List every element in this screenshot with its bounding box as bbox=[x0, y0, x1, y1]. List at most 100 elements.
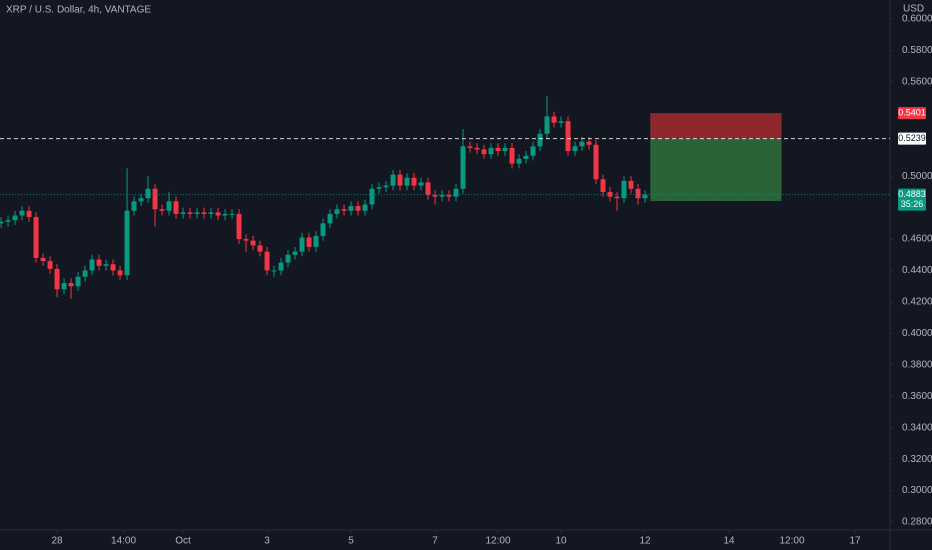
candle-body bbox=[173, 201, 179, 214]
price-label: 0.5239 bbox=[898, 133, 926, 143]
candle-body bbox=[432, 195, 438, 197]
candle-body bbox=[544, 116, 550, 134]
candle-body bbox=[5, 220, 11, 222]
x-tick-label: Oct bbox=[175, 536, 191, 547]
candle-body bbox=[397, 174, 403, 186]
candle-body bbox=[299, 237, 305, 252]
x-tick-label: 12:00 bbox=[779, 536, 804, 547]
candle-body bbox=[376, 187, 382, 189]
candle-body bbox=[110, 264, 116, 271]
candle-body bbox=[327, 213, 333, 224]
candle-body bbox=[348, 206, 354, 211]
candle-body bbox=[75, 276, 81, 287]
candle-body bbox=[131, 201, 137, 211]
candle-body bbox=[586, 141, 592, 145]
y-tick-label: 0.5000 bbox=[902, 171, 932, 182]
y-tick-label: 0.4600 bbox=[902, 234, 932, 245]
candle-body bbox=[61, 283, 67, 290]
candle-body bbox=[82, 270, 88, 277]
candle-body bbox=[250, 240, 256, 246]
countdown-label: 35:26 bbox=[901, 199, 924, 209]
candle-body bbox=[243, 239, 249, 241]
candle-body bbox=[474, 147, 480, 150]
y-tick-label: 0.4400 bbox=[902, 265, 932, 276]
candle-body bbox=[530, 146, 536, 156]
x-tick-label: 17 bbox=[849, 536, 861, 547]
candle-body bbox=[621, 180, 627, 199]
price-label: 0.4883 bbox=[898, 189, 926, 199]
y-tick-label: 0.5800 bbox=[902, 45, 932, 56]
candle-body bbox=[117, 270, 123, 276]
candle-body bbox=[208, 212, 214, 214]
candle-body bbox=[12, 215, 18, 221]
chart-title: XRP / U.S. Dollar, 4h, VANTAGE bbox=[6, 5, 151, 16]
y-tick-label: 0.3400 bbox=[902, 422, 932, 433]
candle-body bbox=[33, 217, 39, 258]
candle-body bbox=[89, 259, 95, 271]
x-tick-label: 12 bbox=[639, 536, 651, 547]
candle-body bbox=[642, 194, 648, 199]
x-tick-label: 3 bbox=[264, 536, 270, 547]
target-zone bbox=[650, 138, 782, 202]
candle-body bbox=[124, 210, 130, 276]
y-tick-label: 0.3600 bbox=[902, 391, 932, 402]
candle-body bbox=[341, 209, 347, 211]
x-tick-label: 12:00 bbox=[486, 536, 511, 547]
candle-body bbox=[306, 237, 312, 247]
candle-body bbox=[481, 149, 487, 155]
candle-body bbox=[579, 141, 585, 147]
x-tick-label: 7 bbox=[432, 536, 438, 547]
candle-body bbox=[460, 146, 466, 189]
candle-body bbox=[383, 185, 389, 188]
candle-body bbox=[404, 177, 410, 186]
candle-body bbox=[390, 174, 396, 186]
candle-body bbox=[222, 213, 228, 216]
stop-zone bbox=[650, 113, 782, 139]
candle-body bbox=[369, 188, 375, 205]
candle-body bbox=[516, 158, 522, 164]
price-label-box bbox=[898, 132, 926, 145]
candle-body bbox=[19, 210, 25, 216]
price-label-box bbox=[898, 188, 926, 211]
candle-body bbox=[285, 254, 291, 263]
y-tick-label: 0.6000 bbox=[902, 14, 932, 25]
candle-body bbox=[593, 144, 599, 180]
candle-body bbox=[635, 188, 641, 199]
candle-body bbox=[229, 213, 235, 215]
candle-body bbox=[558, 121, 564, 123]
candle-body bbox=[201, 212, 207, 214]
candle-body bbox=[47, 261, 53, 269]
candle-body bbox=[488, 147, 494, 155]
x-tick-label: 5 bbox=[348, 536, 354, 547]
candle-body bbox=[607, 191, 613, 197]
candle-body bbox=[68, 283, 74, 287]
y-tick-label: 0.3000 bbox=[902, 485, 932, 496]
candle-body bbox=[180, 212, 186, 214]
candle-body bbox=[152, 188, 158, 210]
candle-body bbox=[495, 147, 501, 152]
candle-body bbox=[320, 223, 326, 236]
candle-body bbox=[96, 259, 102, 266]
candle-body bbox=[509, 147, 515, 164]
x-tick-label: 10 bbox=[555, 536, 567, 547]
price-label-box bbox=[898, 107, 926, 120]
candle-body bbox=[313, 235, 319, 247]
candle-body bbox=[523, 155, 529, 159]
candle-body bbox=[159, 209, 165, 211]
candle-body bbox=[453, 188, 459, 197]
candle-body bbox=[467, 146, 473, 148]
candle-body bbox=[418, 182, 424, 186]
y-tick-label: 0.4200 bbox=[902, 297, 932, 308]
candle-body bbox=[0, 221, 4, 224]
currency-label: USD bbox=[903, 4, 924, 15]
candle-body bbox=[40, 257, 46, 262]
y-tick-label: 0.5600 bbox=[902, 77, 932, 88]
candle-body bbox=[362, 204, 368, 211]
candle-body bbox=[215, 212, 221, 216]
candle-body bbox=[138, 198, 144, 202]
x-tick-label: 14 bbox=[723, 536, 735, 547]
candle-body bbox=[565, 121, 571, 152]
